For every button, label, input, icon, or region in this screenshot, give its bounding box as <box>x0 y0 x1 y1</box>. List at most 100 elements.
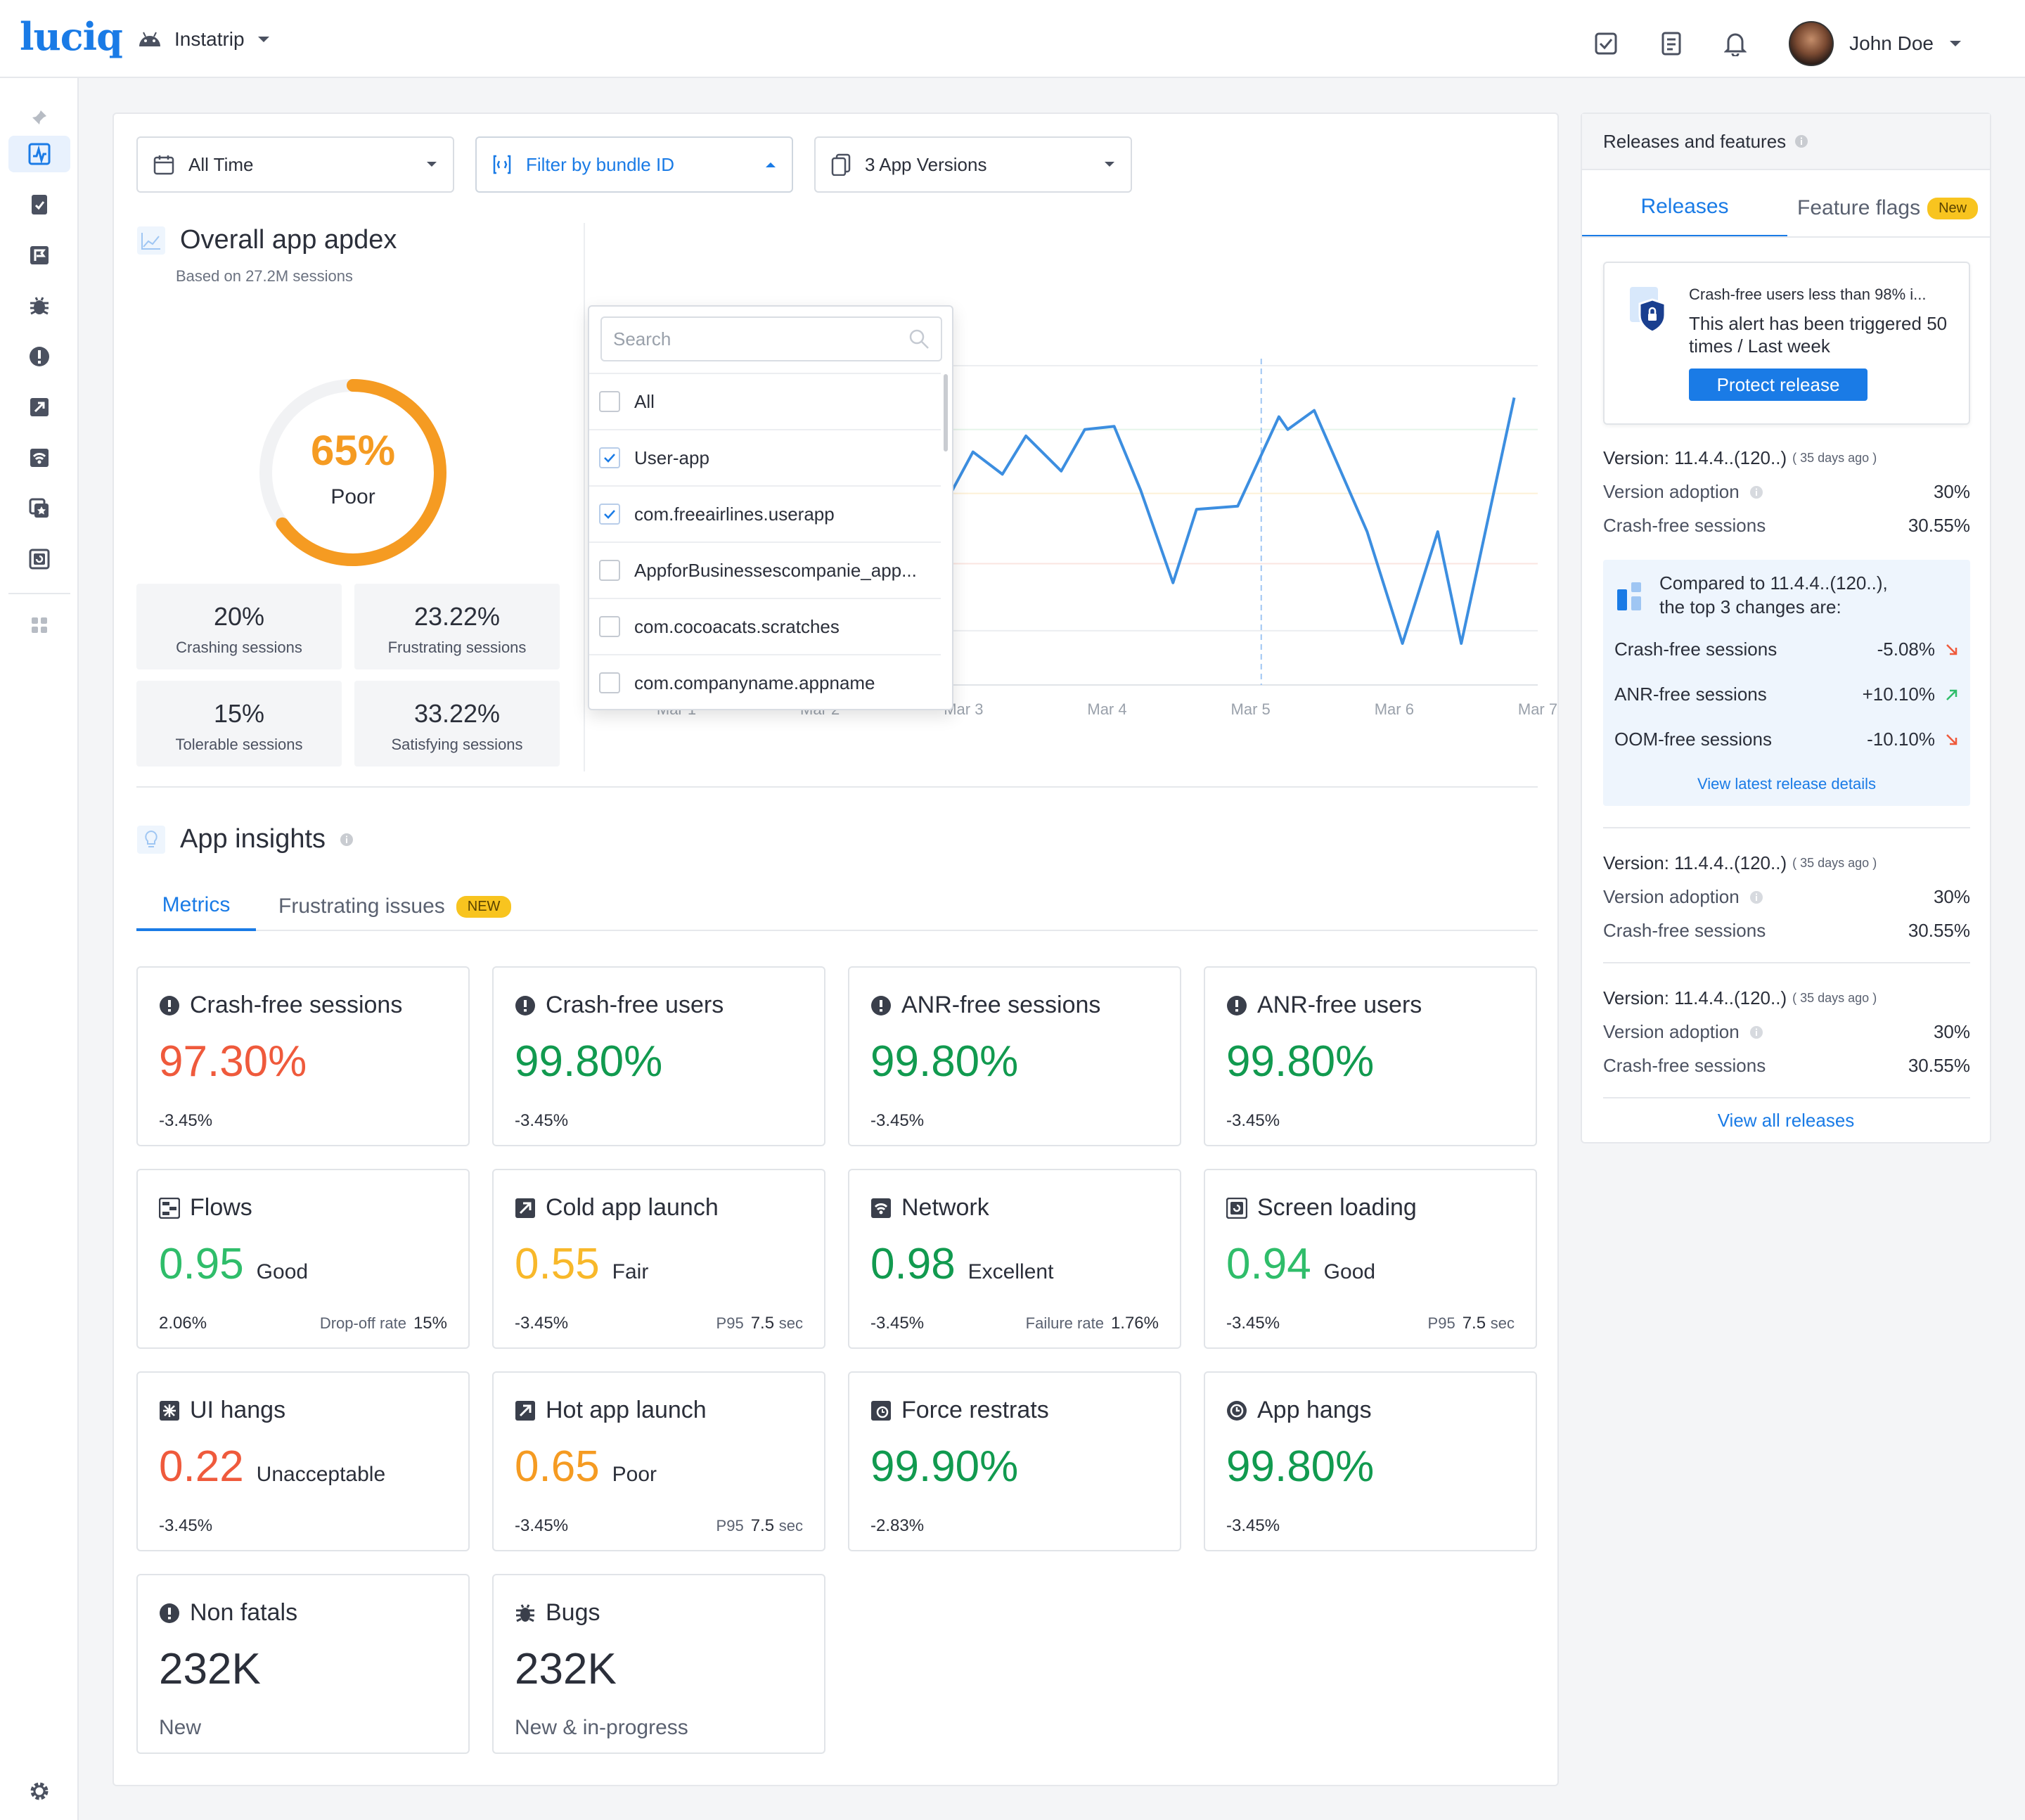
card-change: -3.45% <box>515 1516 569 1535</box>
info-icon[interactable] <box>1794 134 1808 148</box>
metric-card-anr-free-users[interactable]: ANR-free users 99.80% -3.45% <box>1204 966 1537 1146</box>
view-all-releases-link[interactable]: View all releases <box>1717 1110 1855 1131</box>
launch-icon[interactable] <box>8 389 70 425</box>
card-extra-label: P95 <box>716 1314 744 1332</box>
compare-version: 11.4.4..(120..), <box>1770 572 1888 594</box>
logo[interactable]: luciq <box>20 14 123 59</box>
apdex-title: Overall app apdex <box>136 225 397 255</box>
card-title: Non fatals <box>190 1599 298 1626</box>
bundle-filter-dropdown[interactable]: Filter by bundle ID <box>475 136 793 193</box>
menu-scrollbar[interactable] <box>944 374 948 451</box>
card-subtext: New & in-progress <box>515 1716 688 1739</box>
apm-dashboard-icon[interactable] <box>8 136 70 172</box>
reports-icon[interactable] <box>8 186 70 223</box>
sidebar <box>0 78 79 1820</box>
time-filter-dropdown[interactable]: All Time <box>136 136 454 193</box>
card-change: -3.45% <box>1226 1314 1280 1333</box>
divider <box>1603 1097 1970 1098</box>
screens-icon[interactable] <box>8 490 70 527</box>
metric-card-flows[interactable]: Flows 0.95 Good 2.06% Drop-off rate 15% <box>136 1169 470 1349</box>
row-value: 30.55% <box>1908 515 1970 536</box>
card-value: 97.30% <box>159 1037 307 1086</box>
info-icon[interactable] <box>1749 485 1763 499</box>
bell-icon[interactable] <box>1724 31 1747 56</box>
checkbox-checked[interactable] <box>599 504 620 525</box>
checkbox-checked[interactable] <box>599 447 620 468</box>
divider <box>1603 827 1970 828</box>
metric-card-crash-free-sessions[interactable]: Crash-free sessions 97.30% -3.45% <box>136 966 470 1146</box>
x-tick-label: Mar 4 <box>1087 700 1126 718</box>
bundle-search-input[interactable]: Search <box>600 316 942 361</box>
card-value: 99.90% <box>870 1442 1019 1491</box>
apdex-subtitle: Based on 27.2M sessions <box>176 267 353 285</box>
tab-releases[interactable]: Releases <box>1582 179 1787 238</box>
checkbox[interactable] <box>599 560 620 581</box>
card-extra-value: 15% <box>413 1314 447 1333</box>
metric-card-ui-hangs[interactable]: UI hangs 0.22 Unacceptable -3.45% <box>136 1371 470 1551</box>
chevron-down-icon <box>1104 161 1115 168</box>
metric-card-bugs[interactable]: Bugs 232K New & in-progress <box>492 1574 825 1754</box>
settings-gear-icon[interactable] <box>8 1773 70 1809</box>
metric-card-anr-free-sessions[interactable]: ANR-free sessions 99.80% -3.45% <box>848 966 1181 1146</box>
bundle-option[interactable]: com.cocoacats.scratches <box>589 598 941 654</box>
metric-card-non-fatals[interactable]: Non fatals 232K New <box>136 1574 470 1754</box>
apps-grid-icon[interactable] <box>8 607 70 643</box>
bundle-option[interactable]: User-app <box>589 429 941 485</box>
metric-card-app-hangs[interactable]: App hangs 99.80% -3.45% <box>1204 1371 1537 1551</box>
card-value: 99.80% <box>1226 1037 1375 1086</box>
releases-panel-header: Releases and features <box>1582 114 1990 170</box>
arrow-up-icon <box>1945 688 1959 702</box>
screen-loading-icon <box>1226 1197 1247 1219</box>
crash-icon[interactable] <box>8 338 70 375</box>
warning-icon <box>515 995 536 1016</box>
tab-frustrating-issues[interactable]: Frustrating issues NEW <box>278 882 512 931</box>
version-label: Version: 11.4.4..(120..) <box>1603 447 1787 468</box>
bundle-option[interactable]: com.freeairlines.userapp <box>589 485 941 541</box>
protect-release-button[interactable]: Protect release <box>1689 369 1868 401</box>
checkbox[interactable] <box>599 391 620 412</box>
app-switcher[interactable]: Instatrip <box>138 24 270 55</box>
flag-icon[interactable] <box>8 237 70 274</box>
release-version[interactable]: Version: 11.4.4..(120..) ( 35 days ago ) <box>1603 852 1970 874</box>
search-placeholder: Search <box>613 328 671 350</box>
force-restart-icon <box>870 1400 892 1421</box>
releases-panel: Releases and features Releases Feature f… <box>1581 113 1991 1143</box>
card-title: UI hangs <box>190 1397 286 1423</box>
metric-card-network[interactable]: Network 0.98 Excellent -3.45% Failure rat… <box>848 1169 1181 1349</box>
bundle-option[interactable]: AppforBusinessescompanie_app... <box>589 541 941 598</box>
bundle-option[interactable]: com.companyname.appname <box>589 654 941 710</box>
launch-icon <box>515 1400 536 1421</box>
checklist-icon[interactable] <box>1593 31 1619 56</box>
card-change: -3.45% <box>870 1314 925 1333</box>
pin-icon[interactable] <box>8 99 70 136</box>
metric-card-force-restarts[interactable]: Force restrats 99.90% -2.83% <box>848 1371 1181 1551</box>
tab-label: Frustrating issues <box>278 895 445 918</box>
release-version[interactable]: Version: 11.4.4..(120..) ( 35 days ago ) <box>1603 987 1970 1009</box>
network-icon[interactable] <box>8 440 70 476</box>
tab-feature-flags[interactable]: Feature flags New <box>1797 179 1979 238</box>
bug-icon[interactable] <box>8 288 70 324</box>
checkbox[interactable] <box>599 672 620 693</box>
bundle-option[interactable]: All <box>589 373 941 429</box>
metric-card-screen-loading[interactable]: Screen loading 0.94 Good -3.45% P95 7.5 se… <box>1204 1169 1537 1349</box>
checkbox[interactable] <box>599 616 620 637</box>
document-icon[interactable] <box>1661 31 1682 56</box>
metric-card-crash-free-users[interactable]: Crash-free users 99.80% -3.45% <box>492 966 825 1146</box>
metric-card-hot-app-launch[interactable]: Hot app launch 0.65 Poor -3.45% P95 7.5 se… <box>492 1371 825 1551</box>
info-icon[interactable] <box>1749 890 1763 904</box>
metric-card-cold-app-launch[interactable]: Cold app launch 0.55 Fair -3.45% P95 7.5 s… <box>492 1169 825 1349</box>
sessions-icon[interactable] <box>8 541 70 577</box>
info-icon[interactable] <box>1749 1025 1763 1039</box>
tab-metrics[interactable]: Metrics <box>136 882 256 931</box>
release-alert-card: Crash-free users less than 98% i... This… <box>1603 262 1970 425</box>
user-menu[interactable]: John Doe <box>1789 21 1962 66</box>
view-latest-release-link[interactable]: View latest release details <box>1697 775 1876 793</box>
compare-row: Crash-free sessions -5.08% <box>1614 639 1959 660</box>
row-value: -10.10% <box>1867 729 1935 750</box>
card-extra-value: 7.5 <box>1462 1314 1486 1333</box>
release-version[interactable]: Version: 11.4.4..(120..) ( 35 days ago ) <box>1603 447 1970 469</box>
card-value: 0.55 <box>515 1240 600 1288</box>
option-label: com.freeairlines.userapp <box>634 503 835 525</box>
info-icon[interactable] <box>340 833 354 847</box>
versions-dropdown[interactable]: 3 App Versions <box>814 136 1132 193</box>
